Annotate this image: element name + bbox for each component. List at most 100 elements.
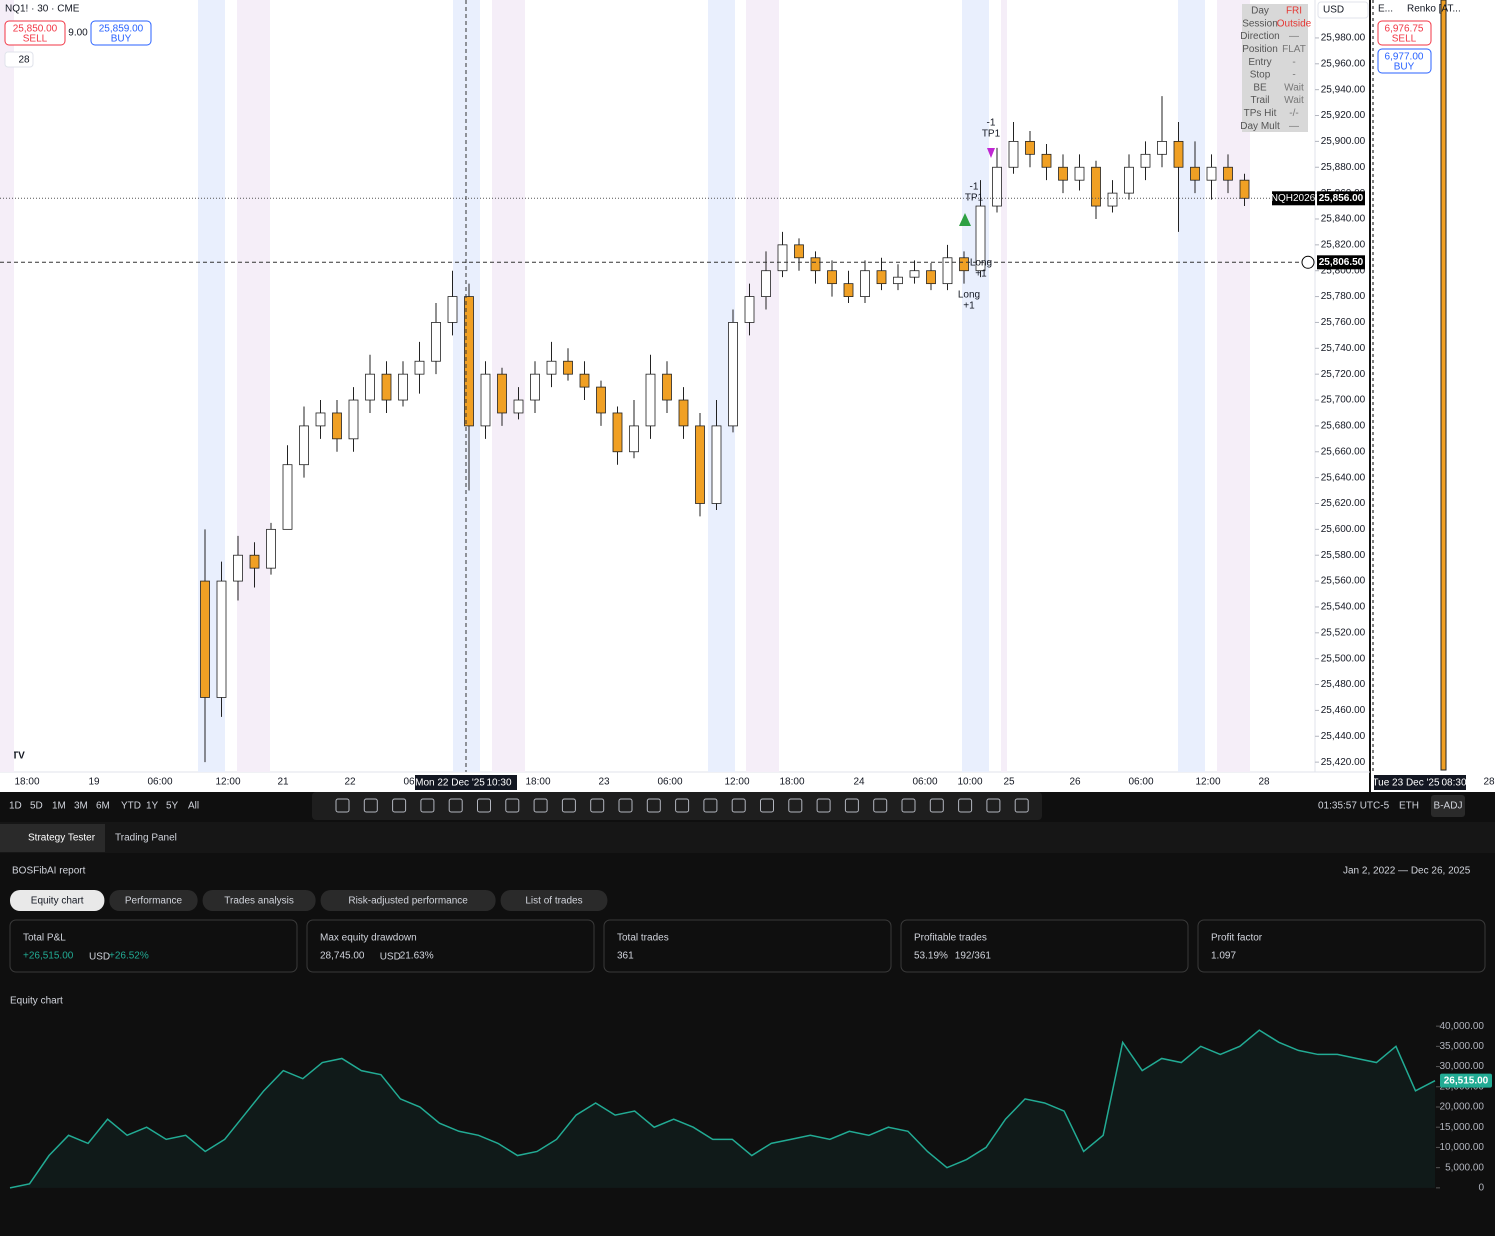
drawing-tool-icon[interactable] bbox=[929, 798, 944, 813]
drawing-tool-icon[interactable] bbox=[1014, 798, 1029, 813]
side-sell[interactable] bbox=[1377, 20, 1432, 46]
currency-box[interactable] bbox=[1317, 1, 1369, 19]
status-value: - bbox=[1292, 57, 1295, 68]
drawing-tool-icon[interactable] bbox=[901, 798, 916, 813]
panel-tab[interactable]: Strategy Tester bbox=[28, 833, 96, 844]
range-button[interactable]: 1D bbox=[9, 801, 22, 812]
candle-body bbox=[612, 412, 623, 453]
range-button[interactable]: All bbox=[188, 801, 199, 812]
range-button[interactable]: YTD bbox=[121, 801, 141, 812]
contract-label: NQH2026 bbox=[1271, 193, 1316, 204]
candle-body bbox=[1074, 166, 1085, 181]
x-tick-label: 23 bbox=[598, 777, 610, 788]
drawing-tool-icon[interactable] bbox=[873, 798, 888, 813]
tab-active[interactable] bbox=[0, 824, 105, 852]
y-tick-label: 25,940.00 bbox=[1321, 84, 1366, 95]
candle-body bbox=[315, 412, 326, 427]
metric-extra: +26.52% bbox=[109, 951, 149, 962]
drawing-tool-icon[interactable] bbox=[561, 798, 576, 813]
range-button[interactable]: 6M bbox=[96, 801, 110, 812]
status-value: — bbox=[1289, 121, 1299, 132]
drawing-tool-icon[interactable] bbox=[335, 798, 350, 813]
range-button[interactable]: 1Y bbox=[146, 801, 159, 812]
metric-value: 1.097 bbox=[1211, 951, 1236, 962]
sell-button[interactable] bbox=[4, 20, 66, 46]
candle-body bbox=[447, 296, 458, 323]
subtab[interactable]: Performance bbox=[125, 896, 183, 907]
x-tick-label: 12:00 bbox=[215, 777, 240, 788]
drawing-tool-icon[interactable] bbox=[816, 798, 831, 813]
adjust-box[interactable] bbox=[1431, 795, 1465, 817]
metric-value: 361 bbox=[617, 951, 634, 962]
logo: TV bbox=[12, 751, 25, 762]
drawing-tool-icon[interactable] bbox=[958, 798, 973, 813]
y-tick-label: 0 bbox=[1478, 1183, 1484, 1194]
range-button[interactable]: 1M bbox=[52, 801, 66, 812]
equity-area bbox=[10, 1030, 1435, 1188]
drawing-tool-icon[interactable] bbox=[505, 798, 520, 813]
drawing-tool-icon[interactable] bbox=[448, 798, 463, 813]
buy-label: BUY bbox=[111, 34, 132, 45]
y-tick-label: 25,520.00 bbox=[1321, 627, 1366, 638]
drawing-tool-icon[interactable] bbox=[788, 798, 803, 813]
subtab-bg[interactable] bbox=[202, 890, 316, 911]
drawing-tool-icon[interactable] bbox=[760, 798, 774, 813]
drawing-tool-icon[interactable] bbox=[420, 798, 435, 813]
subtab-bg[interactable] bbox=[320, 890, 496, 911]
y-tick-label: 25,900.00 bbox=[1321, 136, 1366, 147]
subtab[interactable]: List of trades bbox=[525, 896, 582, 907]
y-tick-label: 25,960.00 bbox=[1321, 58, 1366, 69]
drawing-tool-icon[interactable] bbox=[618, 798, 633, 813]
drawing-tool-icon[interactable] bbox=[646, 798, 661, 813]
drawing-tool-icon[interactable] bbox=[986, 798, 1001, 813]
drawing-tool-icon[interactable] bbox=[844, 798, 859, 813]
drawing-tool-icon[interactable] bbox=[703, 798, 718, 813]
candle-body bbox=[530, 373, 540, 401]
y-tick-label: 25,720.00 bbox=[1321, 369, 1366, 380]
session: ETH bbox=[1399, 801, 1419, 812]
y-tick-label: 25,560.00 bbox=[1321, 576, 1366, 587]
drawing-tool-icon[interactable] bbox=[533, 798, 548, 813]
drawing-tool-icon[interactable] bbox=[477, 798, 491, 813]
panel-tab[interactable]: Trading Panel bbox=[115, 833, 177, 844]
y-tick-label: 25,660.00 bbox=[1321, 446, 1366, 457]
candle-body bbox=[843, 283, 854, 297]
y-tick-label: 35,000.00 bbox=[1440, 1041, 1485, 1052]
status-value: — bbox=[1289, 31, 1299, 42]
status-key: Trail bbox=[1250, 95, 1269, 106]
subtab-bg[interactable] bbox=[109, 890, 198, 911]
drawing-tool-icon[interactable] bbox=[392, 798, 407, 813]
subtab-bg[interactable] bbox=[10, 890, 105, 911]
trade-annotation: +1 bbox=[963, 301, 975, 312]
subtab-bg[interactable] bbox=[500, 890, 608, 911]
trade-annotation: TP1 bbox=[982, 129, 1001, 140]
subtab[interactable]: Risk-adjusted performance bbox=[348, 896, 468, 907]
subtab[interactable]: Equity chart bbox=[31, 896, 84, 907]
candle-body bbox=[909, 270, 920, 278]
buy-button[interactable] bbox=[90, 20, 152, 46]
range-button[interactable]: 5D bbox=[30, 801, 43, 812]
metric-unit: USD bbox=[89, 952, 110, 963]
status-key: Stop bbox=[1250, 70, 1271, 81]
range-button[interactable]: 5Y bbox=[166, 801, 179, 812]
range-button[interactable]: 3M bbox=[74, 801, 88, 812]
metric-title: Profitable trades bbox=[914, 933, 987, 944]
drawing-tool-icon[interactable] bbox=[731, 798, 746, 813]
x-tick-label: 21 bbox=[277, 777, 289, 788]
drawing-tool-icon[interactable] bbox=[590, 798, 605, 813]
trade-annotation: +1 bbox=[975, 269, 987, 280]
side-name: E... bbox=[1378, 4, 1393, 15]
drawing-tool-icon[interactable] bbox=[675, 798, 690, 813]
side-buy[interactable] bbox=[1377, 48, 1432, 74]
y-tick-label: 25,460.00 bbox=[1321, 705, 1366, 716]
x-tick-label: 06:00 bbox=[1128, 777, 1153, 788]
session-band bbox=[1001, 0, 1007, 772]
subtab[interactable]: Trades analysis bbox=[224, 896, 294, 907]
candle-body bbox=[249, 554, 260, 569]
drawing-tool-icon[interactable] bbox=[363, 798, 378, 813]
candle-body bbox=[942, 257, 953, 285]
report-title: BOSFibAI report bbox=[12, 866, 86, 877]
y-tick-label: 25,820.00 bbox=[1321, 239, 1366, 250]
bar-count-box[interactable] bbox=[4, 51, 34, 68]
